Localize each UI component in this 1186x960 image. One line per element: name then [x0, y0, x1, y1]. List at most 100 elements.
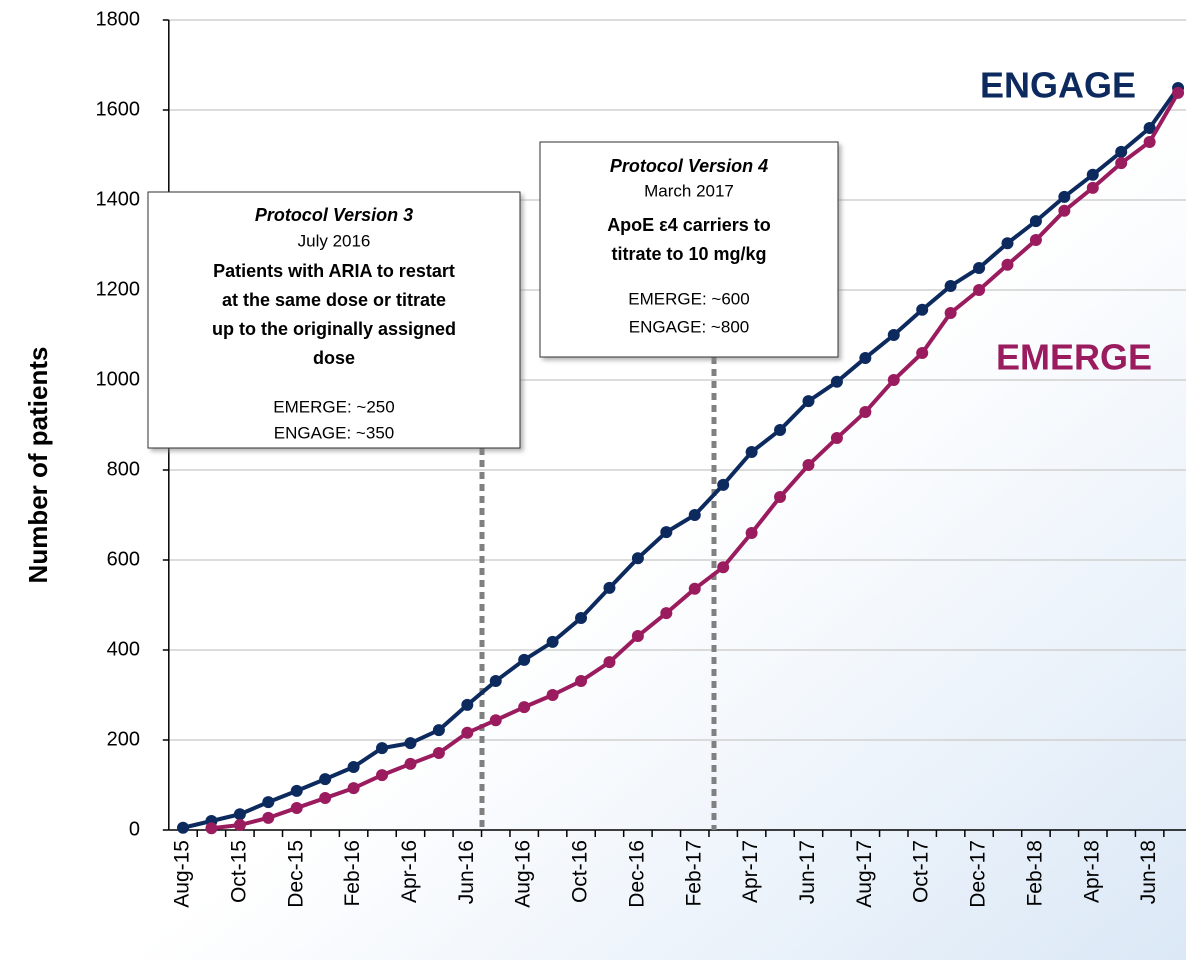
data-point	[518, 653, 531, 666]
data-point	[1058, 190, 1071, 203]
y-axis-label: Number of patients	[23, 347, 53, 584]
x-tick-label: Dec-17	[967, 840, 990, 908]
annotation-box: Protocol Version 3 July 2016 Patients wi…	[147, 191, 521, 449]
x-tick-label: Feb-16	[341, 840, 364, 907]
annotation-title: Protocol Version 4	[610, 156, 768, 176]
data-point	[1143, 122, 1156, 134]
data-point	[1029, 234, 1042, 247]
data-point	[376, 769, 389, 782]
x-tick-label: Oct-15	[227, 840, 250, 903]
y-tick-label: 200	[107, 728, 140, 750]
annotation-text: at the same dose or titrate	[222, 290, 446, 310]
data-point	[1115, 145, 1128, 158]
data-point	[1115, 157, 1128, 170]
annotation-text: ApoE ε4 carriers to	[607, 215, 771, 235]
x-tick-label: Aug-15	[171, 840, 194, 908]
data-point	[461, 698, 474, 711]
data-point	[489, 675, 502, 688]
y-tick-label: 800	[107, 458, 140, 480]
data-point	[1172, 86, 1185, 99]
annotation-box: Protocol Version 4 March 2017 ApoE ε4 ca…	[539, 141, 839, 358]
data-point	[575, 612, 588, 625]
data-point	[887, 329, 900, 341]
x-tick-label: Jun-16	[455, 840, 478, 904]
data-point	[262, 796, 275, 809]
data-point	[830, 375, 843, 388]
data-point	[546, 689, 559, 701]
data-point	[859, 351, 872, 364]
annotation-text: dose	[313, 348, 355, 368]
x-tick-label: Jun-18	[1137, 840, 1160, 904]
annotation-date: July 2016	[298, 231, 371, 250]
data-point	[1029, 215, 1042, 228]
data-point	[1001, 237, 1014, 250]
annotation-text: Patients with ARIA to restart	[213, 261, 455, 281]
series-label: ENGAGE	[980, 65, 1136, 106]
data-point	[745, 527, 758, 539]
annotation-count: EMERGE: ~250	[273, 397, 394, 416]
annotation-count: ENGAGE: ~800	[629, 317, 749, 336]
data-point	[404, 737, 417, 750]
y-tick-label: 600	[107, 548, 140, 570]
x-tick-label: Apr-18	[1080, 840, 1103, 903]
data-point	[660, 607, 673, 620]
x-tick-label: Apr-16	[398, 840, 421, 903]
data-point	[575, 675, 588, 688]
y-tick-label: 1800	[96, 8, 141, 30]
data-point	[830, 432, 843, 445]
x-tick-label: Apr-17	[739, 840, 762, 903]
data-point	[774, 491, 787, 503]
data-point	[1086, 181, 1099, 194]
y-tick-label: 1000	[96, 368, 141, 390]
annotation-text: titrate to 10 mg/kg	[611, 244, 766, 264]
data-point	[319, 792, 332, 805]
data-point	[887, 374, 900, 386]
data-point	[233, 819, 246, 832]
data-point	[802, 459, 815, 472]
data-point	[973, 284, 986, 296]
data-point	[290, 801, 303, 814]
data-point	[859, 405, 872, 418]
data-point	[973, 261, 986, 274]
data-point	[432, 724, 445, 737]
annotation-frame	[539, 141, 839, 358]
data-point	[546, 635, 559, 648]
data-point	[1001, 258, 1014, 271]
x-tick-label: Aug-16	[512, 840, 535, 908]
x-tick-label: Feb-17	[682, 840, 705, 907]
annotation-count: ENGAGE: ~350	[274, 423, 394, 442]
x-tick-label: Oct-17	[910, 840, 933, 903]
x-tick-label: Jun-17	[796, 840, 819, 904]
data-point	[944, 279, 957, 292]
data-point	[944, 306, 957, 319]
data-point	[177, 821, 190, 834]
data-point	[717, 478, 730, 491]
data-point	[916, 347, 929, 359]
annotation-count: EMERGE: ~600	[628, 289, 749, 308]
annotation-frame	[147, 191, 521, 449]
data-point	[290, 784, 303, 797]
x-tick-label: Aug-17	[853, 840, 876, 908]
data-point	[489, 714, 502, 727]
x-tick-label: Dec-15	[284, 840, 307, 908]
annotation-text: up to the originally assigned	[212, 319, 456, 339]
data-point	[233, 808, 246, 821]
data-point	[461, 726, 474, 739]
y-tick-label: 1400	[96, 188, 141, 210]
y-tick-label: 0	[129, 818, 140, 840]
data-point	[631, 552, 644, 565]
data-point	[205, 822, 218, 835]
data-point	[660, 526, 673, 539]
data-point	[1058, 204, 1071, 217]
x-tick-label: Oct-16	[569, 840, 592, 903]
data-point	[717, 561, 730, 574]
data-point	[1143, 135, 1156, 148]
data-point	[376, 742, 389, 755]
data-point	[603, 656, 616, 669]
reference-lines	[479, 357, 717, 830]
data-point	[347, 782, 360, 795]
data-point	[802, 395, 815, 408]
data-point	[688, 509, 701, 521]
data-point	[774, 423, 787, 436]
data-point	[404, 757, 417, 770]
